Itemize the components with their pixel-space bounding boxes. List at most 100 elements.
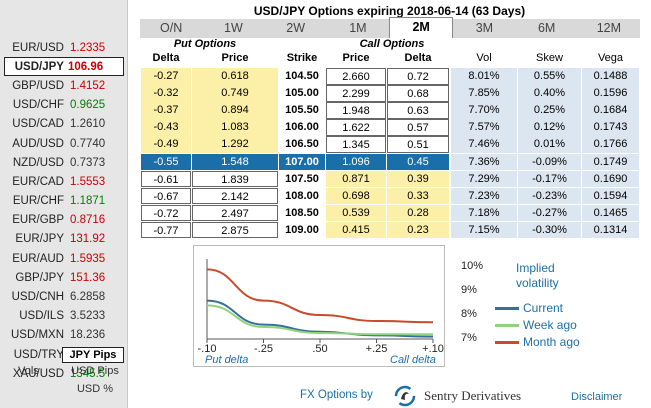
cell-vol: 8.01% [451,68,517,85]
currency-pair-row[interactable]: USD/MXN 18.236 [0,326,128,345]
column-header-call-price: Price [342,52,370,64]
series-line-current [206,299,434,338]
cell-put-price[interactable]: 1.839 [192,170,278,188]
footer-text: FX Options by [300,389,373,401]
expiry-tabs: O/N 1W 2W 1M 2M 3M 6M 12M [140,17,640,38]
cell-put-delta: -0.43 [141,119,191,136]
currency-pair-row[interactable]: NZD/USD 0.7373 [0,153,128,172]
unit-usd-percent-button[interactable]: USD % [76,383,114,395]
y-tick-label: 8% [461,308,477,320]
currency-pair-name: XAU/USD [12,367,64,380]
column-header-call-delta: Delta [404,52,432,64]
cell-call-price[interactable]: 0.415 [326,221,386,239]
tab-3m[interactable]: 3M [475,21,494,35]
cell-vega: 0.1766 [582,136,639,153]
cell-put-price[interactable]: 0.894 [192,102,278,119]
cell-skew: 0.55% [518,68,581,85]
currency-pair-row[interactable]: EUR/GBP 0.8716 [0,211,128,230]
cell-call-price[interactable]: 1.096 [326,153,386,171]
currency-pair-rate: 1.5935 [70,252,106,265]
cell-put-price[interactable]: 2.497 [192,204,278,222]
cell-skew: -0.30% [518,221,581,239]
volatility-smile-plot [206,259,434,343]
cell-call-delta: 0.33 [387,187,449,205]
tab-1w[interactable]: 1W [224,21,243,35]
currency-pair-name: GBP/JPY [15,271,64,284]
legend-item: Week ago [495,318,577,332]
currency-pair-name: USD/CAD [12,118,64,131]
currency-pair-row[interactable]: USD/JPY 106.96 [4,57,124,77]
chart-axis [206,259,433,340]
cell-put-price[interactable]: 0.749 [192,85,278,102]
currency-pair-name: USD/ILS [19,310,64,323]
cell-call-price[interactable]: 1.948 [326,102,386,119]
cell-put-price[interactable]: 1.548 [192,153,278,171]
x-tick-label: -.25 [254,343,273,355]
cell-vol: 7.70% [451,102,517,119]
tab-2w[interactable]: 2W [286,21,305,35]
currency-pair-row[interactable]: EUR/JPY 131.92 [0,230,128,249]
currency-pair-row[interactable]: EUR/AUD 1.5935 [0,249,128,268]
tab-2m[interactable]: 2M [389,17,454,38]
cell-call-price[interactable]: 1.345 [326,136,386,153]
cell-call-price[interactable]: 2.299 [326,85,386,102]
currency-pair-row[interactable]: XAU/USD 1345.5 [0,364,128,383]
tab-1m[interactable]: 1M [349,21,367,35]
currency-pair-row[interactable]: USD/CHF 0.9625 [0,96,128,115]
cell-call-price[interactable]: 1.622 [326,119,386,136]
currency-pair-row[interactable]: EUR/USD 1.2335 [0,38,128,57]
cell-put-price[interactable]: 0.618 [192,68,278,85]
sentry-logo-icon [394,385,416,407]
cell-vega: 0.1596 [582,85,639,102]
cell-call-delta: 0.72 [387,68,449,85]
cell-vega: 0.1749 [582,153,639,171]
currency-pair-row[interactable]: EUR/CAD 1.5553 [0,172,128,191]
cell-call-delta: 0.51 [387,136,449,153]
currency-pair-name: NZD/USD [12,156,64,169]
y-tick-label: 10% [461,260,484,272]
column-header-put-price: Price [221,52,249,64]
unit-usd-pips-button[interactable]: USD Pips [71,365,119,377]
call-delta-label: Call delta [390,354,436,366]
currency-pair-name: EUR/CAD [12,175,64,188]
cell-call-price[interactable]: 2.660 [326,68,386,85]
tab-12m[interactable]: 12M [596,21,622,35]
currency-pair-name: USD/JPY [14,60,64,73]
unit-vols-button[interactable]: Vols [18,365,39,377]
currency-pair-row[interactable]: USD/CNH 6.2858 [0,287,128,306]
cell-put-price[interactable]: 2.142 [192,187,278,205]
volatility-smile-chart [193,245,445,367]
currency-pair-name: USD/MXN [10,329,64,342]
cell-call-delta: 0.45 [387,153,449,171]
currency-pair-name: USD/CNH [11,291,64,304]
currency-pair-rate: 1.2610 [70,118,106,131]
currency-pair-rate: 1.4152 [70,79,106,92]
put-delta-label: Put delta [205,354,249,366]
cell-call-price[interactable]: 0.698 [326,187,386,205]
unit-jpy-pips-button[interactable]: JPY Pips [62,347,124,363]
cell-call-price[interactable]: 0.871 [326,170,386,188]
currency-pair-row[interactable]: GBP/USD 1.4152 [0,76,128,95]
currency-pair-row[interactable]: USD/ILS 3.5233 [0,307,128,326]
currency-pair-row[interactable]: USD/CAD 1.2610 [0,115,128,134]
currency-pair-name: EUR/USD [12,41,64,54]
cell-put-price[interactable]: 1.292 [192,136,278,153]
put-options-header: Put Options [173,38,237,50]
cell-put-delta: -0.32 [141,85,191,102]
cell-skew: -0.17% [518,170,581,188]
disclaimer-link[interactable]: Disclaimer [571,391,623,403]
cell-put-price[interactable]: 2.875 [192,221,278,239]
tab-6m[interactable]: 6M [537,21,556,35]
cell-vega: 0.1594 [582,187,639,205]
cell-put-delta: -0.49 [141,136,191,153]
currency-pair-name: GBP/USD [12,79,64,92]
currency-pair-row[interactable]: GBP/JPY 151.36 [0,268,128,287]
cell-vega: 0.1743 [582,119,639,136]
cell-call-delta: 0.28 [387,204,449,222]
currency-pair-row[interactable]: EUR/CHF 1.1871 [0,192,128,211]
tab-on[interactable]: O/N [160,21,183,35]
cell-put-price[interactable]: 1.083 [192,119,278,136]
cell-call-price[interactable]: 0.539 [326,204,386,222]
currency-pair-row[interactable]: AUD/USD 0.7740 [0,134,128,153]
currency-pair-rate: 0.7373 [70,156,106,169]
